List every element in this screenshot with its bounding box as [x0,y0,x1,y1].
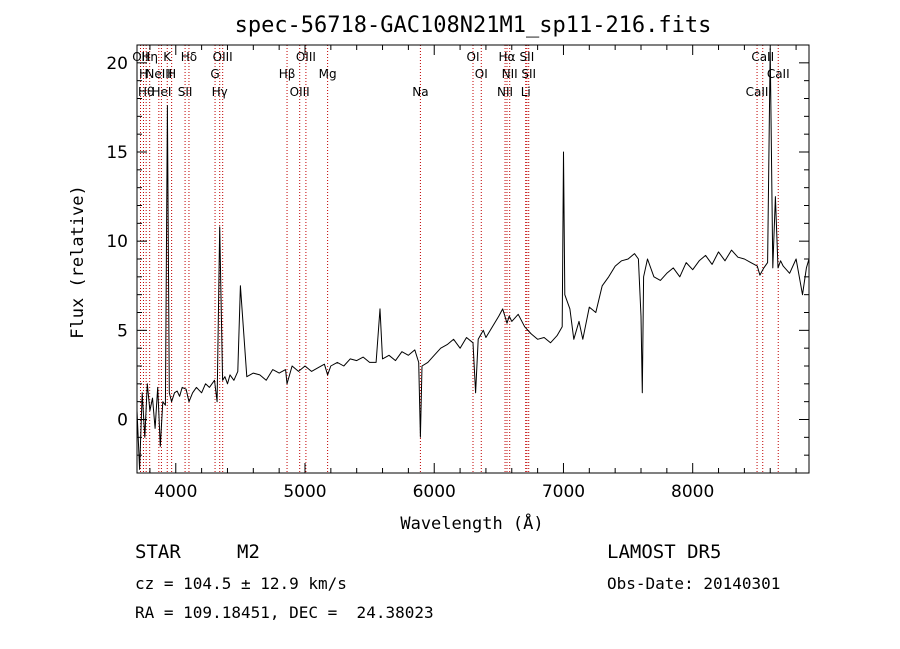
line-label: Hθ [138,85,154,99]
x-tick-label: 6000 [413,482,456,502]
line-label: OIII [296,50,316,64]
sky-coordinates: RA = 109.18451, DEC = 24.38023 [135,603,434,622]
line-label: Hη [141,50,158,64]
line-label: Na [412,85,428,99]
chart-title: spec-56718-GAC108N21M1_sp11-216.fits [235,13,712,38]
line-label: SII [521,67,536,81]
redshift-velocity: cz = 104.5 ± 12.9 km/s [135,574,347,593]
line-label: CaII [746,85,769,99]
line-label: HeI [151,85,171,99]
line-label: NeIII [145,67,172,81]
x-tick-label: 7000 [542,482,585,502]
line-label: G [210,67,219,81]
line-label: NII [502,67,518,81]
line-label: OII [132,50,149,64]
line-label: Hγ [212,85,228,99]
x-axis-label: Wavelength (Å) [400,512,543,534]
line-marker-layer [139,45,779,473]
object-subclass: M2 [237,541,260,563]
line-label: OI [475,67,488,81]
x-tick-label: 5000 [283,482,326,502]
line-label: H [167,67,176,81]
line-label: OIII [213,50,233,64]
line-label: Li [521,85,531,99]
y-tick-label: 10 [106,232,128,252]
line-label: K [163,50,172,64]
series-layer [136,48,810,470]
y-tick-label: 15 [106,143,128,163]
y-tick-label: 20 [106,54,128,74]
x-tick-label: 8000 [671,482,714,502]
line-label: OIII [290,85,310,99]
line-label: NII [497,85,513,99]
line-label: Mg [319,67,337,81]
line-label: CaII [767,67,790,81]
line-label: CaII [751,50,774,64]
object-class: STAR [135,541,181,563]
spectrum-series [136,48,810,470]
y-axis-label: Flux (relative) [68,185,88,339]
x-tick-label: 4000 [154,482,197,502]
y-tick-label: 0 [117,411,128,431]
line-label-layer: OIIHHθHηNeIIIHeIKHSIIHδGHγOIIIHβOIIIOIII… [132,50,789,99]
survey-name: LAMOST DR5 [607,541,722,563]
line-label: Hα [499,50,516,64]
y-tick-label: 5 [117,321,128,341]
line-label: OI [467,50,480,64]
line-label: SII [520,50,535,64]
line-label: H [139,67,148,81]
line-label: Hβ [279,67,296,81]
axis-layer: 4000 5000 6000 7000 8000 0 5 10 15 20 [106,44,809,502]
line-label: Hδ [181,50,197,64]
line-label: SII [178,85,193,99]
observation-date: Obs-Date: 20140301 [607,574,781,593]
